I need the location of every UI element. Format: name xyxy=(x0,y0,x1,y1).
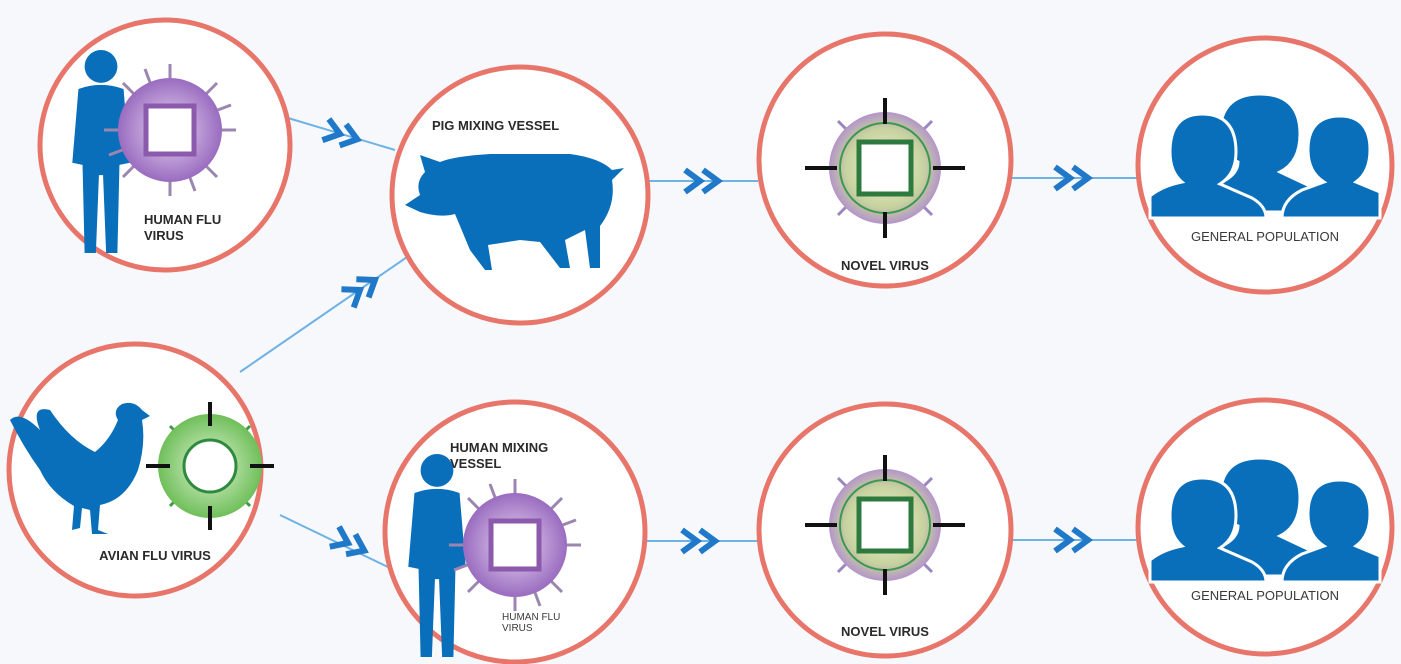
human-flu-virus-icon xyxy=(104,64,236,196)
node-label: HUMAN FLU VIRUS xyxy=(502,612,592,634)
node-label: AVIAN FLU VIRUS xyxy=(60,548,250,564)
node-label: NOVEL VIRUS xyxy=(805,624,965,640)
node-label: PIG MIXING VESSEL xyxy=(432,118,622,134)
node-label: GENERAL POPULATION xyxy=(1160,588,1370,604)
node-label: HUMAN MIXING VESSEL xyxy=(450,440,600,472)
node-label: HUMAN FLU VIRUS xyxy=(144,212,244,244)
node-label: NOVEL VIRUS xyxy=(805,258,965,274)
diagram: HUMAN FLU VIRUS PIG MIXING VESSEL NOVEL … xyxy=(0,0,1401,664)
diagram-graphics xyxy=(0,0,1401,664)
node-label: GENERAL POPULATION xyxy=(1160,229,1370,245)
human-flu-virus-icon xyxy=(449,479,581,611)
